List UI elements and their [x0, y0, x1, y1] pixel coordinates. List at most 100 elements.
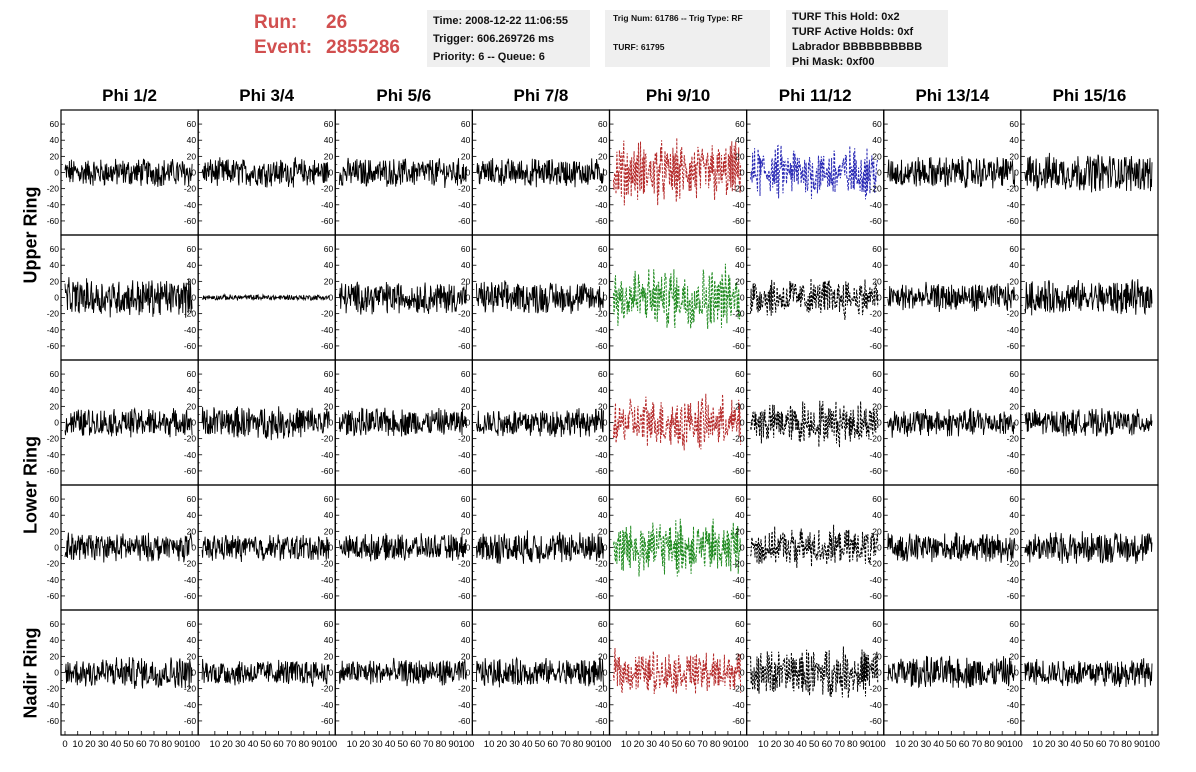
y-tick-label: -20: [321, 684, 334, 694]
x-tick-label: 90: [1134, 739, 1145, 750]
y-tick-label: 40: [324, 510, 334, 520]
x-tick-label: 60: [1096, 739, 1107, 750]
waveform-trace: [1024, 152, 1153, 193]
y-tick-label: -40: [595, 450, 608, 460]
y-tick-label: 60: [461, 494, 471, 504]
y-tick-label: 0: [877, 168, 882, 178]
y-tick-label: 0: [191, 543, 196, 553]
x-tick-label: 80: [847, 739, 858, 750]
y-tick-label: -40: [732, 200, 745, 210]
y-tick-label: 60: [735, 119, 745, 129]
y-tick-label: -20: [869, 184, 882, 194]
y-tick-label: 60: [1009, 619, 1019, 629]
x-tick-label: 30: [509, 739, 520, 750]
x-tick-label: 70: [834, 739, 845, 750]
time-trigger-info: Time: 2008-12-22 11:06:55 Trigger: 606.2…: [427, 10, 590, 67]
y-tick-label: 20: [324, 401, 334, 411]
y-tick-label: 60: [1009, 119, 1019, 129]
y-tick-label: 0: [1014, 168, 1019, 178]
y-tick-label: 60: [1009, 244, 1019, 254]
priority-text: Priority: 6 -- Queue: 6: [433, 51, 545, 63]
y-tick-label: 40: [735, 135, 745, 145]
x-tick-label: 20: [1045, 739, 1056, 750]
x-tick-label: 60: [822, 739, 833, 750]
y-tick-label: -60: [184, 341, 197, 351]
y-tick-label: -20: [1007, 309, 1020, 319]
y-tick-label: -60: [184, 716, 197, 726]
x-tick-label: 60: [684, 739, 695, 750]
y-tick-label: -20: [458, 559, 471, 569]
y-tick-label: 60: [50, 119, 60, 129]
x-tick-label: 20: [222, 739, 233, 750]
trig-num-text: Trig Num: 61786 -- Trig Type: RF: [613, 13, 743, 23]
x-tick-label: 30: [372, 739, 383, 750]
y-tick-label: -40: [1007, 200, 1020, 210]
x-tick-label: 60: [273, 739, 284, 750]
y-tick-label: 40: [598, 260, 608, 270]
y-tick-label: -60: [869, 216, 882, 226]
y-tick-label: -20: [869, 309, 882, 319]
y-tick-label: -20: [595, 309, 608, 319]
x-tick-label: 30: [921, 739, 932, 750]
x-tick-label: 30: [783, 739, 794, 750]
y-tick-label: -20: [184, 184, 197, 194]
phi-label: Phi 9/10: [645, 86, 711, 105]
x-tick-label: 50: [123, 739, 134, 750]
y-tick-label: 60: [324, 244, 334, 254]
waveform-trace: [338, 657, 467, 687]
y-tick-label: 40: [324, 135, 334, 145]
y-tick-label: 40: [187, 385, 197, 395]
x-tick-label: 40: [522, 739, 533, 750]
y-tick-label: 60: [461, 244, 471, 254]
y-tick-label: 0: [740, 668, 745, 678]
x-tick-label: 20: [634, 739, 645, 750]
y-tick-label: -40: [869, 450, 882, 460]
waveform-trace: [201, 534, 330, 563]
y-tick-label: -60: [458, 591, 471, 601]
y-tick-label: 20: [735, 526, 745, 536]
x-tick-label: 20: [497, 739, 508, 750]
y-tick-label: 20: [187, 526, 197, 536]
y-tick-label: 60: [598, 244, 608, 254]
x-tick-label: 10: [72, 739, 83, 750]
y-tick-label: -20: [732, 184, 745, 194]
y-tick-label: 40: [50, 385, 60, 395]
x-tick-label: 20: [771, 739, 782, 750]
waveform-trace: [64, 407, 193, 438]
x-tick-label: 10: [758, 739, 769, 750]
y-tick-label: -40: [732, 700, 745, 710]
y-tick-label: 40: [872, 635, 882, 645]
y-tick-label: -60: [595, 716, 608, 726]
y-tick-label: 60: [1009, 369, 1019, 379]
y-tick-label: -60: [732, 591, 745, 601]
run-label: Run:: [254, 12, 298, 33]
y-tick-label: -40: [458, 700, 471, 710]
waveform-trace: [64, 277, 193, 318]
y-tick-label: -60: [458, 341, 471, 351]
waveform-trace: [338, 407, 467, 437]
y-tick-label: 40: [735, 510, 745, 520]
y-tick-label: -20: [1007, 559, 1020, 569]
y-tick-label: -40: [321, 450, 334, 460]
x-tick-label: 70: [971, 739, 982, 750]
y-tick-label: 60: [461, 369, 471, 379]
y-tick-label: 0: [54, 293, 59, 303]
x-tick-label: 90: [585, 739, 596, 750]
waveform-trace: [750, 278, 879, 320]
waveform-trace: [613, 647, 742, 695]
y-tick-label: 60: [187, 494, 197, 504]
y-tick-label: 60: [735, 494, 745, 504]
y-tick-label: 60: [187, 369, 197, 379]
y-tick-label: 40: [461, 385, 471, 395]
phi-mask-text: Phi Mask: 0xf00: [792, 56, 875, 68]
y-tick-label: 0: [603, 418, 608, 428]
y-tick-label: 60: [872, 494, 882, 504]
y-tick-label: 0: [466, 543, 471, 553]
x-tick-label: 50: [535, 739, 546, 750]
x-tick-label: 100: [1007, 739, 1023, 750]
y-tick-label: 60: [187, 619, 197, 629]
y-tick-label: -20: [47, 684, 60, 694]
x-tick-label: 90: [174, 739, 185, 750]
waveform-trace: [613, 263, 742, 329]
y-tick-label: -60: [595, 216, 608, 226]
